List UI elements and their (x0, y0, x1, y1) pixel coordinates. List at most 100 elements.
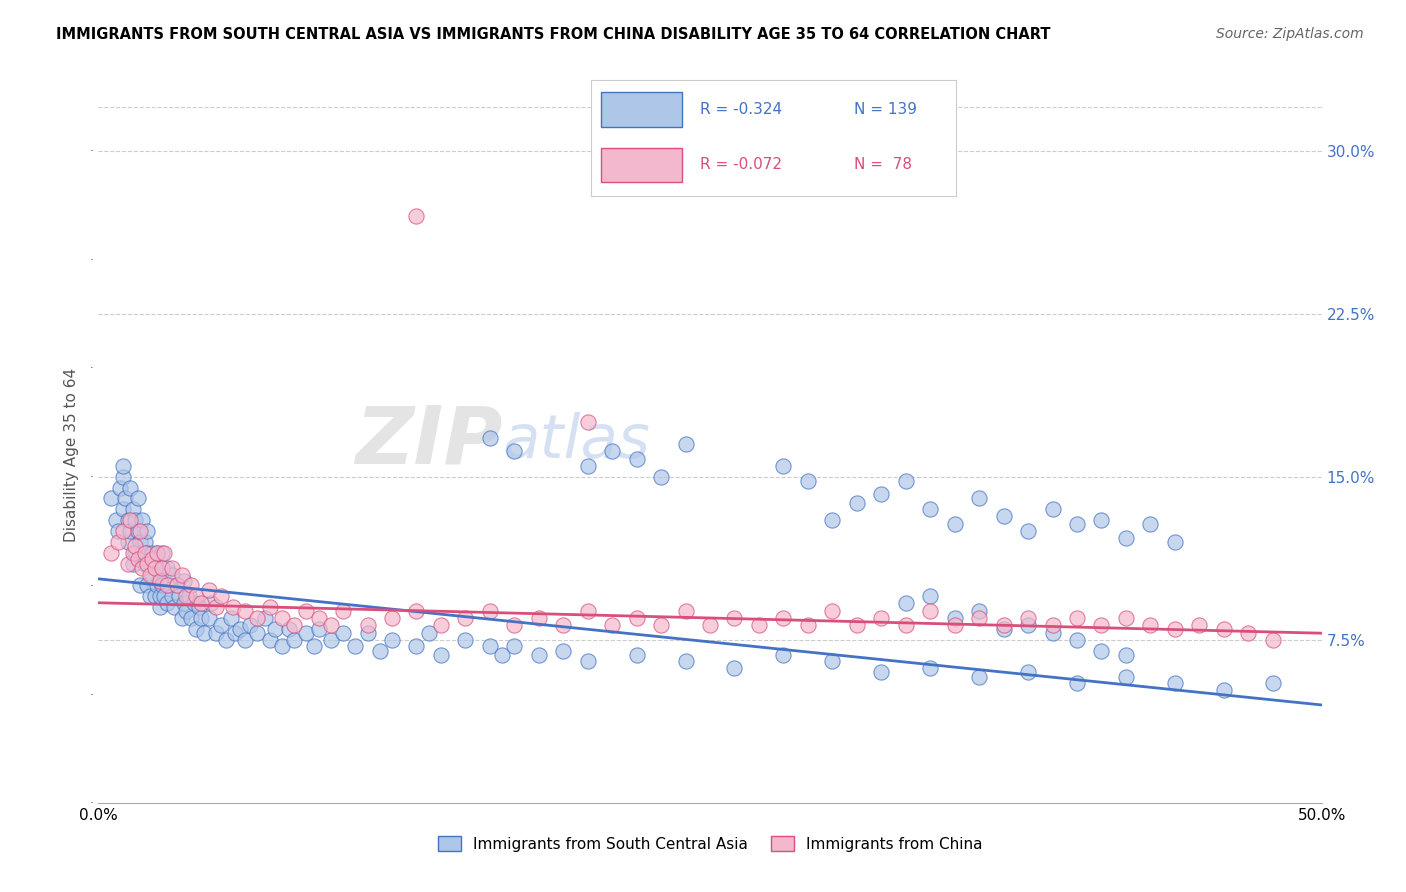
Point (153, 589, 176, 603)
Point (129, 535, 152, 549)
Point (319, 617, 342, 632)
Point (107, 524, 129, 538)
Point (1042, 502, 1064, 516)
Point (131, 561, 153, 575)
Point (229, 622, 252, 636)
Point (772, 648, 794, 662)
FancyBboxPatch shape (602, 92, 682, 127)
Point (104, 513, 127, 527)
Point (167, 589, 190, 603)
Point (149, 567, 172, 582)
Point (675, 437, 697, 451)
Point (894, 617, 917, 632)
Point (146, 578, 169, 592)
Point (1261, 676, 1284, 690)
Point (205, 626, 228, 640)
Point (146, 546, 169, 560)
Point (134, 557, 156, 571)
Point (1090, 513, 1112, 527)
Point (117, 513, 139, 527)
Point (723, 611, 745, 625)
Point (894, 474, 917, 488)
Point (576, 458, 599, 473)
Point (246, 611, 269, 625)
Point (626, 452, 648, 467)
Point (153, 546, 176, 560)
Point (356, 617, 378, 632)
Point (114, 491, 136, 506)
Point (430, 648, 453, 662)
Point (821, 513, 844, 527)
Point (920, 661, 942, 675)
Point (943, 611, 966, 625)
Point (1237, 626, 1260, 640)
Point (332, 626, 354, 640)
Point (894, 596, 917, 610)
Point (270, 639, 294, 653)
Point (1115, 648, 1137, 662)
Point (943, 617, 966, 632)
Point (120, 513, 142, 527)
Point (156, 578, 179, 592)
Point (723, 661, 745, 675)
Point (117, 535, 139, 549)
Point (1017, 665, 1039, 680)
Point (1017, 524, 1039, 538)
Point (1139, 617, 1161, 632)
Point (943, 517, 966, 532)
Point (576, 415, 599, 429)
Point (186, 589, 208, 603)
Point (150, 578, 173, 592)
Point (214, 632, 236, 647)
Point (600, 617, 623, 632)
Text: Source: ZipAtlas.com: Source: ZipAtlas.com (1216, 27, 1364, 41)
Point (553, 617, 575, 632)
Point (117, 557, 139, 571)
Point (920, 605, 942, 619)
Point (1042, 626, 1064, 640)
Point (141, 552, 163, 566)
Point (381, 611, 404, 625)
Point (1066, 611, 1088, 625)
Point (170, 567, 193, 582)
Point (107, 535, 129, 549)
Point (259, 632, 281, 647)
Point (139, 557, 162, 571)
Point (845, 617, 868, 632)
Point (253, 611, 276, 625)
Point (1139, 517, 1161, 532)
Point (491, 648, 513, 662)
Point (527, 648, 550, 662)
Point (302, 639, 325, 653)
Point (576, 655, 599, 669)
Point (1115, 670, 1137, 684)
Point (157, 578, 180, 592)
Point (160, 567, 183, 582)
Point (224, 626, 246, 640)
Point (675, 605, 697, 619)
Point (209, 617, 232, 632)
Point (160, 589, 183, 603)
Point (553, 643, 575, 657)
Point (120, 524, 142, 538)
Point (1017, 611, 1039, 625)
Point (146, 546, 169, 560)
Point (149, 600, 172, 615)
Point (131, 546, 153, 560)
Point (772, 458, 794, 473)
Point (270, 611, 294, 625)
Point (173, 596, 195, 610)
Point (1042, 617, 1064, 632)
Point (845, 496, 868, 510)
Point (121, 557, 143, 571)
Point (149, 574, 172, 588)
Point (143, 589, 166, 603)
Point (1066, 632, 1088, 647)
Point (1115, 611, 1137, 625)
FancyBboxPatch shape (602, 147, 682, 182)
Point (197, 582, 219, 597)
Point (870, 611, 893, 625)
Point (870, 665, 893, 680)
Point (503, 443, 526, 458)
Point (699, 617, 721, 632)
